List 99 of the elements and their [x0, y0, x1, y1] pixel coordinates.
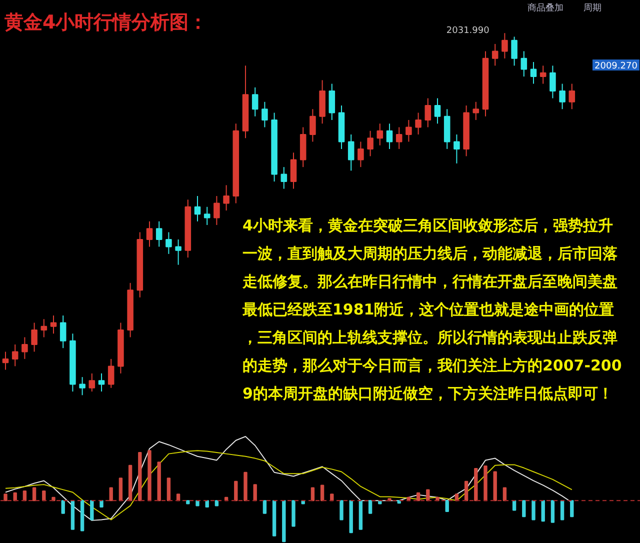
candlestick: [396, 126, 402, 150]
candlestick: [550, 65, 556, 99]
bar: [138, 452, 142, 502]
bar: [253, 484, 257, 502]
bar: [493, 471, 497, 502]
bar: [262, 500, 267, 514]
candlestick: [386, 123, 393, 150]
candlestick: [262, 101, 268, 128]
bar: [234, 480, 238, 502]
bar: [90, 500, 94, 520]
bar: [560, 500, 564, 520]
bar: [426, 489, 430, 502]
candlestick: [194, 196, 201, 222]
candlestick: [31, 322, 38, 352]
candlestick: [12, 344, 18, 367]
bar: [349, 500, 353, 534]
bar: [61, 500, 65, 514]
candlestick: [156, 220, 162, 248]
bar: [340, 500, 344, 520]
bar: [474, 468, 478, 502]
candlestick: [454, 134, 460, 164]
candlestick: [214, 196, 220, 226]
bar: [52, 496, 56, 502]
candlestick: [166, 232, 172, 254]
text: 2009.270: [594, 62, 638, 72]
candlestick: [252, 86, 258, 117]
bar: [32, 487, 36, 502]
bar: [445, 500, 449, 512]
bar: [205, 500, 209, 508]
candlestick: [406, 119, 412, 142]
bar: [541, 500, 545, 522]
bar: [550, 500, 555, 523]
candlestick: [348, 134, 354, 172]
bar: [109, 487, 113, 502]
candlestick: [520, 50, 528, 78]
bar: [358, 500, 363, 530]
bar: [522, 500, 526, 518]
bar: [100, 500, 104, 508]
candlestick: [367, 130, 374, 157]
candlestick: [98, 372, 105, 392]
bar: [148, 450, 152, 502]
bar: [22, 490, 27, 502]
bar: [80, 500, 84, 532]
candlestick: [223, 184, 230, 211]
candlestick: [511, 36, 518, 66]
bar: [532, 500, 536, 520]
annotation: 2031.990: [446, 26, 490, 36]
candlestick: [310, 108, 316, 142]
candlestick: [472, 101, 480, 120]
candlestick: [502, 32, 508, 59]
candlestick: [540, 65, 546, 84]
bar: [186, 500, 190, 504]
candlestick: [376, 123, 384, 146]
candlestick: [434, 98, 441, 124]
candlestick: [415, 112, 422, 135]
candlestick: [358, 141, 364, 168]
bar: [214, 500, 219, 506]
candlestick: [88, 372, 96, 392]
candlestick: [204, 206, 210, 226]
text: 周期: [584, 2, 602, 14]
bar: [157, 462, 161, 502]
candlestick: [108, 358, 114, 388]
bar: [196, 500, 200, 506]
bar: [118, 478, 123, 502]
candlestick: [328, 83, 336, 120]
candlestick: [280, 166, 288, 190]
bar: [128, 464, 132, 502]
text: 商品叠加: [528, 2, 564, 14]
bar: [310, 487, 315, 502]
annotation: 4小时来看，黄金在突破三角区间收敛形态后，强势拉升一波，直到触及大周期的压力线后，动能减退，后市回落走低修复。那么在昨日行情中，行情在开盘后至晚间美盘最低已经跌至1981附近，这个位置也就是途中画的位置，三角区间的上轨线支撑位。所以行情的表现出止跌反弹的走势，那么对于今日而言，我们关注上方的2007-2009的本周开盘的缺口附近做空，下方关注昨日低点即可！: [242, 216, 622, 402]
bar: [166, 478, 171, 502]
candlestick: [60, 315, 66, 349]
bar: [282, 500, 286, 542]
candlestick: [22, 336, 28, 360]
bar: [292, 500, 296, 527]
candlestick: [492, 43, 498, 66]
candlestick: [290, 152, 297, 190]
bar: [368, 500, 372, 514]
bar: [272, 500, 276, 536]
candlestick: [79, 376, 86, 396]
candlestick: [559, 83, 566, 110]
candlestick: [530, 62, 537, 84]
bar: [416, 492, 420, 502]
chart-title: 黄金4小时行情分析图：: [4, 12, 208, 34]
bar: [244, 472, 248, 502]
candlestick: [2, 351, 9, 370]
candlestick: [50, 315, 57, 334]
candlestick: [146, 220, 153, 248]
bar: [464, 480, 468, 502]
candlestick: [175, 238, 182, 266]
bar: [4, 494, 8, 502]
bar: [484, 465, 488, 502]
bar: [570, 500, 574, 518]
candlestick: [424, 98, 432, 128]
candlestick: [568, 83, 576, 110]
bar: [502, 487, 507, 502]
candlestick: [40, 318, 48, 338]
bar: [320, 484, 324, 502]
bar: [70, 500, 75, 530]
